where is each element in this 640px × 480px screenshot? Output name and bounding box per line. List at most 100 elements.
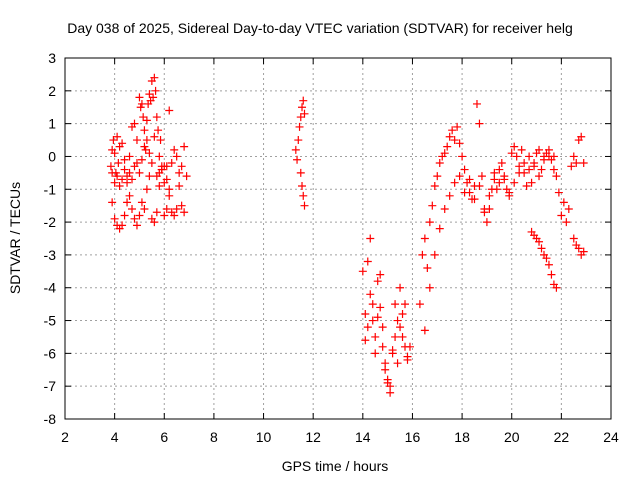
data-point [539,155,548,164]
y-tick-label: -5 [44,313,57,329]
x-tick-label: 14 [355,429,371,445]
data-point [291,145,300,154]
x-tick-label: 20 [504,429,520,445]
data-point [170,211,179,220]
data-point [552,283,561,292]
data-point [373,277,382,286]
data-point [420,326,429,335]
data-point [142,185,151,194]
data-point [485,191,494,200]
data-point [512,152,521,161]
data-point [495,178,504,187]
data-point [132,136,141,145]
data-point [170,145,179,154]
data-point [371,332,380,341]
data-point [475,119,484,128]
data-point [120,155,129,164]
y-tick-label: -1 [44,181,57,197]
data-point [549,165,558,174]
data-point [510,142,519,151]
data-point [123,198,132,207]
data-point [401,300,410,309]
data-point [572,159,581,168]
data-point [378,323,387,332]
data-point [106,162,115,171]
data-point [366,234,375,243]
data-point [120,211,129,220]
data-point [371,349,380,358]
data-point [118,221,127,230]
data-point [497,159,506,168]
data-point [172,152,181,161]
data-point [373,313,382,322]
data-point [152,172,161,181]
data-point [175,168,184,177]
data-point [142,116,151,125]
data-point [515,168,524,177]
data-point [130,214,139,223]
data-point [299,96,308,105]
data-point [482,218,491,227]
data-point [293,155,302,164]
y-tick-label: 1 [48,116,56,132]
data-point [152,208,161,217]
data-point [470,195,479,204]
data-point [450,136,459,145]
data-point [547,270,556,279]
data-point [137,155,146,164]
data-point [145,149,154,158]
data-point [472,99,481,108]
data-point [453,122,462,131]
data-point [140,204,149,213]
data-point [299,191,308,200]
y-tick-label: -7 [44,378,57,394]
y-tick-label: 3 [48,50,56,66]
data-point [368,300,377,309]
data-point [458,152,467,161]
data-point [525,165,534,174]
data-point [535,237,544,246]
data-point [140,126,149,135]
data-point [391,300,400,309]
plot-frame [64,57,612,420]
y-tick-label: -2 [44,214,57,230]
data-point [150,132,159,141]
data-point [460,188,469,197]
data-point [295,122,304,131]
data-point [125,191,134,200]
data-point [552,172,561,181]
data-point [110,149,119,158]
data-point [147,159,156,168]
data-point [177,201,186,210]
data-point [391,332,400,341]
data-point [296,168,305,177]
data-point [162,204,171,213]
data-point [535,145,544,154]
data-point [420,234,429,243]
data-point [435,159,444,168]
data-point [433,172,442,181]
data-point [500,172,509,181]
x-tick-label: 12 [305,429,321,445]
data-point [363,257,372,266]
data-point [115,181,124,190]
data-point [366,290,375,299]
data-point [165,185,174,194]
data-point [128,204,137,213]
data-point [363,323,372,332]
y-tick-label: 2 [48,83,56,99]
data-point [300,109,309,118]
x-tick-label: 18 [454,429,470,445]
data-point [475,181,484,190]
data-point [109,136,118,145]
data-point [542,254,551,263]
x-axis: 2 4 6 8 10 12 14 16 18 20 22 24 [61,58,619,445]
data-point [415,300,424,309]
data-point [386,382,395,391]
chart-title: Day 038 of 2025, Sidereal Day-to-day VTE… [67,20,573,36]
data-point [167,159,176,168]
data-point [430,181,439,190]
y-tick-label: -4 [44,280,57,296]
data-point [577,132,586,141]
data-point [160,211,169,220]
